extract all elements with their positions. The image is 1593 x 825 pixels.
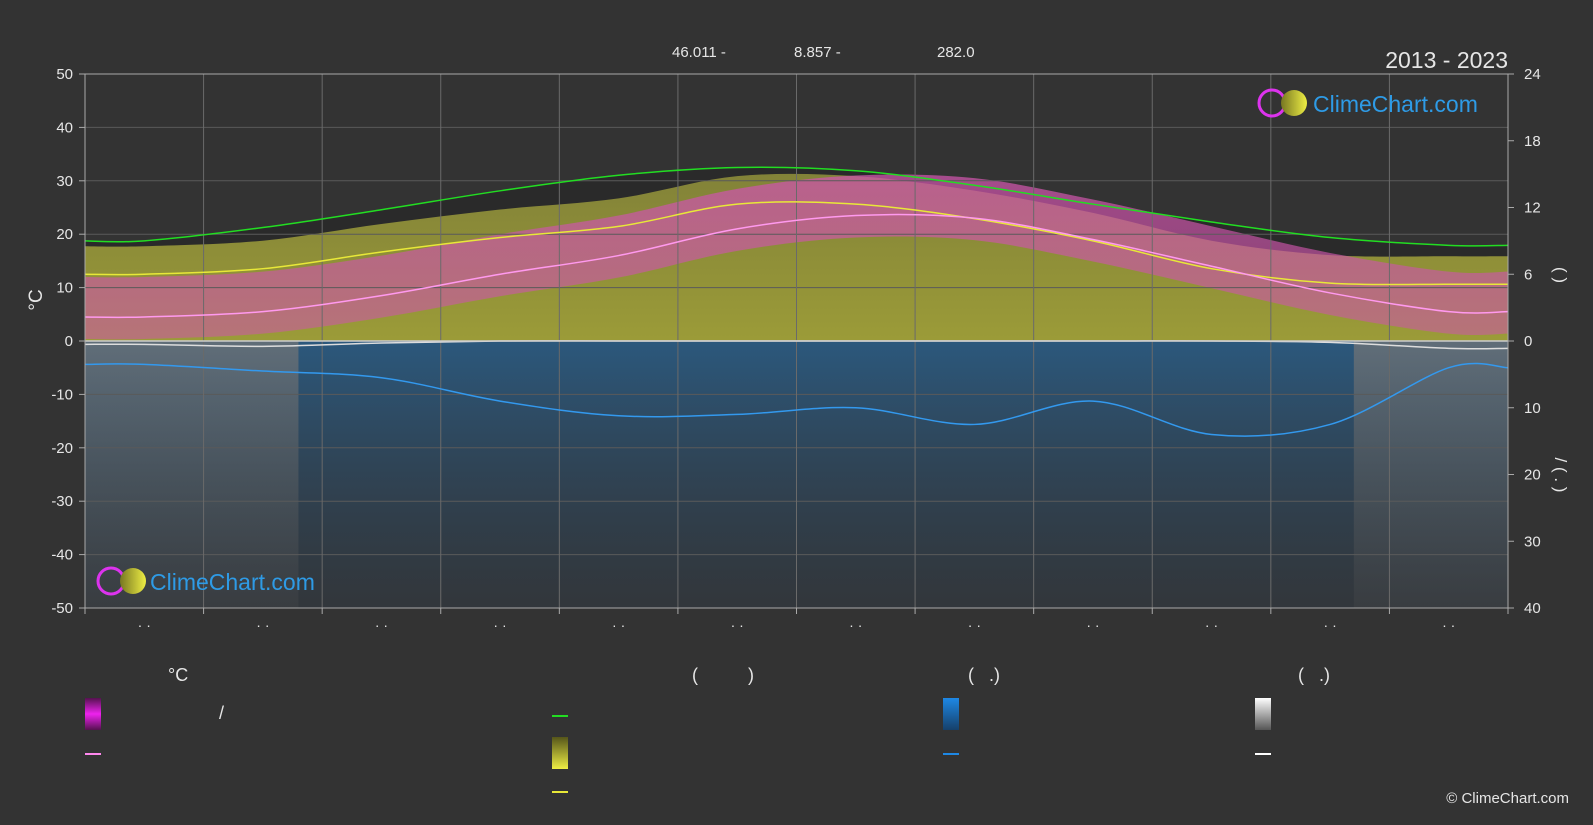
legend-temp-range-label: / [219,703,225,723]
left-tick-label: -30 [51,493,73,510]
right-tick-label-top: 12 [1524,200,1541,217]
left-tick-label: -10 [51,386,73,403]
right-tick-label-top: 24 [1524,66,1541,83]
legend-daylight-swatch [552,715,568,717]
left-tick-label: 0 [65,333,73,350]
right-tick-label-top: 6 [1524,266,1532,283]
right-tick-label-bottom: 20 [1524,467,1541,484]
month-label: · · [375,617,388,633]
legend-temp-range-swatch [85,698,101,730]
left-tick-label: 40 [56,119,73,136]
logo-sun-icon-bottom [120,568,146,594]
left-axis-unit: °C [26,289,47,310]
month-label: · · [256,617,269,633]
left-tick-label: 50 [56,66,73,83]
logo-text-bottom: ClimeChart.com [150,569,315,595]
left-tick-label: 20 [56,226,73,243]
legend-temp-header: °C [168,665,189,685]
legend-rain-line-swatch [943,753,959,755]
legend-sunshine-swatch [552,737,568,769]
month-label: · · [138,617,151,633]
right-tick-label-bottom: 30 [1524,533,1541,550]
month-label: · · [1442,617,1455,633]
month-label: · · [731,617,744,633]
copyright: © ClimeChart.com [1446,790,1569,807]
legend-snow-swatch [1255,698,1271,730]
month-label: · · [1324,617,1337,633]
right-tick-label-top: 0 [1524,333,1532,350]
legend-snow-line-swatch [1255,753,1271,755]
left-tick-label: 30 [56,173,73,190]
legend-snow-header: ( .) [1298,665,1330,685]
series-lines [84,166,1509,437]
logo-sun-icon [1281,90,1307,116]
snow-band-start [85,341,299,608]
right-axis-label-top: ( ) [1551,267,1570,283]
month-label: · · [849,617,862,633]
right-tick-label-bottom: 40 [1524,600,1541,617]
month-label: · · [493,617,506,633]
left-tick-label: -50 [51,600,73,617]
coord-lat: 46.011 - [672,44,726,61]
series-line-precip_avg [84,362,1509,437]
axes: 50 40 30 20 10 0 -10 -20 -30 -40 -50 24 18 12 6 0 10 20 30… [51,66,1540,633]
left-tick-label: -20 [51,440,73,457]
legend-rain-header: ( .) [968,665,1000,685]
logo-top: ClimeChart.com [1257,88,1478,118]
coord-elev: 282.0 [937,44,975,61]
snow-band-end [1353,341,1508,608]
legend-rain-swatch [943,698,959,730]
legend-sunshine-line-swatch [552,791,568,793]
series-line-max_temp [84,213,1509,319]
right-tick-label-top: 18 [1524,133,1541,150]
legend-sun-header: ( ) [692,665,754,685]
series-line-daylight [84,166,1509,247]
year-range: 2013 - 2023 [1385,47,1508,73]
logo-bottom: ClimeChart.com [96,566,315,596]
right-tick-label-bottom: 10 [1524,400,1541,417]
left-tick-label: -40 [51,547,73,564]
month-label: · · [1086,617,1099,633]
left-tick-label: 10 [56,280,73,297]
legend-max-temp-swatch [85,753,101,755]
month-label: · · [612,617,625,633]
month-label: · · [968,617,981,633]
series-line-sunshine [84,201,1509,286]
right-axis-label-bottom: / ( . ) [1551,458,1570,493]
logo-text-top: ClimeChart.com [1313,91,1478,117]
month-label: · · [1205,617,1218,633]
coord-lon: 8.857 - [794,44,841,61]
